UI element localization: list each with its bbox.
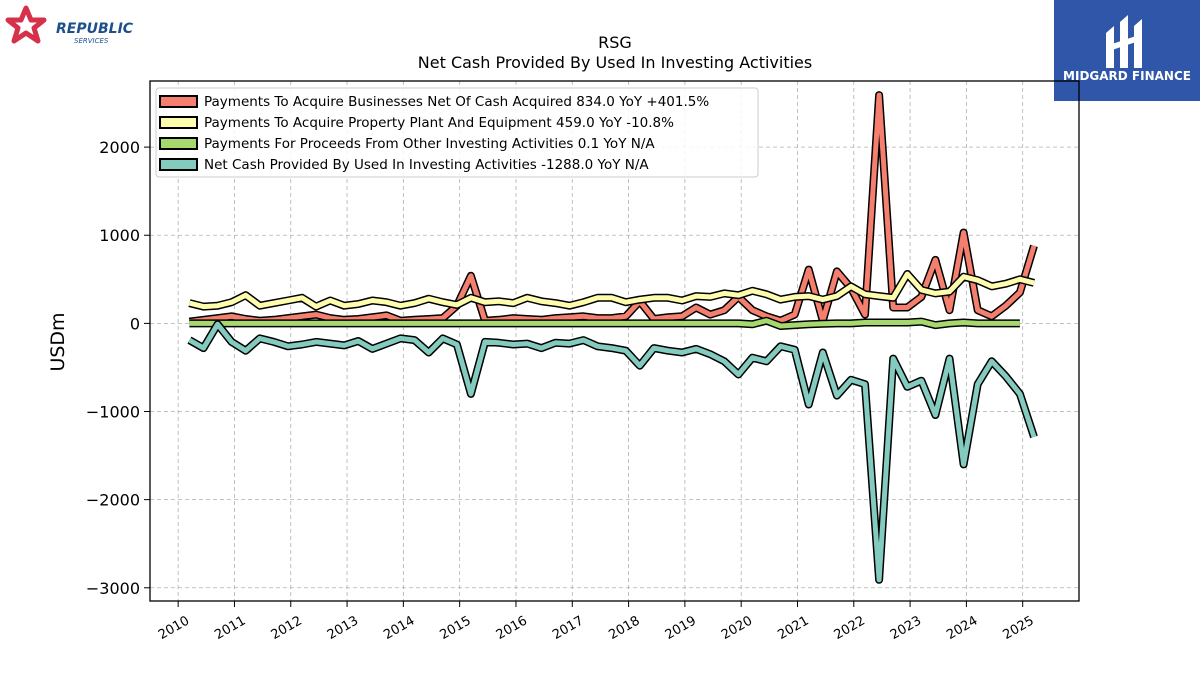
x-tick-label: 2024	[944, 613, 980, 643]
x-tick-label: 2017	[550, 613, 586, 643]
midgard-logo-icon: MIDGARD FINANCE	[1063, 15, 1191, 83]
series-2	[189, 316, 1020, 330]
x-tick-label: 2018	[606, 613, 642, 643]
legend-swatch	[159, 95, 198, 108]
legend-label: Payments For Proceeds From Other Investi…	[204, 136, 655, 152]
x-tick-label: 2013	[325, 613, 361, 643]
legend-swatch	[159, 116, 198, 129]
x-tick-label: 2011	[212, 613, 248, 643]
chart-title: RSG	[598, 33, 632, 52]
legend-swatch	[159, 158, 198, 171]
brand-text: MIDGARD FINANCE	[1063, 69, 1191, 83]
y-tick-label: 0	[130, 314, 140, 333]
legend-label: Net Cash Provided By Used In Investing A…	[204, 157, 649, 173]
y-axis: 2000 1000 0 −1000 −2000 −3000	[86, 138, 150, 598]
x-tick-label: 2020	[719, 613, 755, 643]
series-1	[188, 270, 1035, 311]
y-tick-label: −2000	[86, 491, 140, 510]
republic-services-logo: REPUBLIC SERVICES	[5, 5, 134, 45]
series-line	[188, 271, 1035, 310]
series-0	[188, 91, 1038, 326]
y-tick-label: 2000	[99, 138, 140, 157]
x-tick-label: 2015	[438, 613, 474, 643]
x-tick-label: 2021	[775, 613, 811, 643]
star-logo-icon	[5, 5, 47, 44]
series-line	[188, 321, 1037, 583]
y-tick-label: 1000	[99, 226, 140, 245]
x-axis: 2010 2011 2012 2013 2014 2015 2016 2017 2018 2019…	[156, 601, 1037, 643]
legend: Payments To Acquire Businesses Net Of Ca…	[155, 87, 759, 178]
y-tick-label: −3000	[86, 579, 140, 598]
series-line-outline	[188, 270, 1035, 311]
x-tick-label: 2012	[269, 613, 305, 643]
series-line	[189, 92, 1037, 325]
series-line	[189, 318, 1020, 329]
x-tick-label: 2010	[156, 613, 192, 643]
midgard-finance-logo: MIDGARD FINANCE	[1054, 0, 1200, 101]
legend-box	[155, 87, 759, 178]
x-tick-label: 2022	[832, 613, 868, 643]
x-tick-label: 2019	[663, 613, 699, 643]
x-tick-label: 2023	[888, 613, 924, 643]
y-tick-label: −1000	[86, 403, 140, 422]
chart-subtitle: Net Cash Provided By Used In Investing A…	[418, 53, 812, 72]
x-tick-label: 2014	[381, 613, 417, 643]
x-tick-label: 2016	[494, 613, 530, 643]
series-3	[187, 320, 1038, 584]
legend-label: Payments To Acquire Property Plant And E…	[204, 115, 674, 131]
x-tick-label: 2025	[1001, 613, 1037, 643]
logo-text-republic: REPUBLIC	[56, 21, 134, 37]
legend-label: Payments To Acquire Businesses Net Of Ca…	[204, 94, 709, 110]
y-axis-label: USDm	[47, 312, 69, 371]
legend-swatch	[159, 137, 198, 150]
logo-text-services: SERVICES	[74, 37, 109, 45]
plot-frame	[149, 80, 1080, 602]
series-layer	[187, 91, 1038, 584]
series-line-outline	[187, 320, 1038, 584]
